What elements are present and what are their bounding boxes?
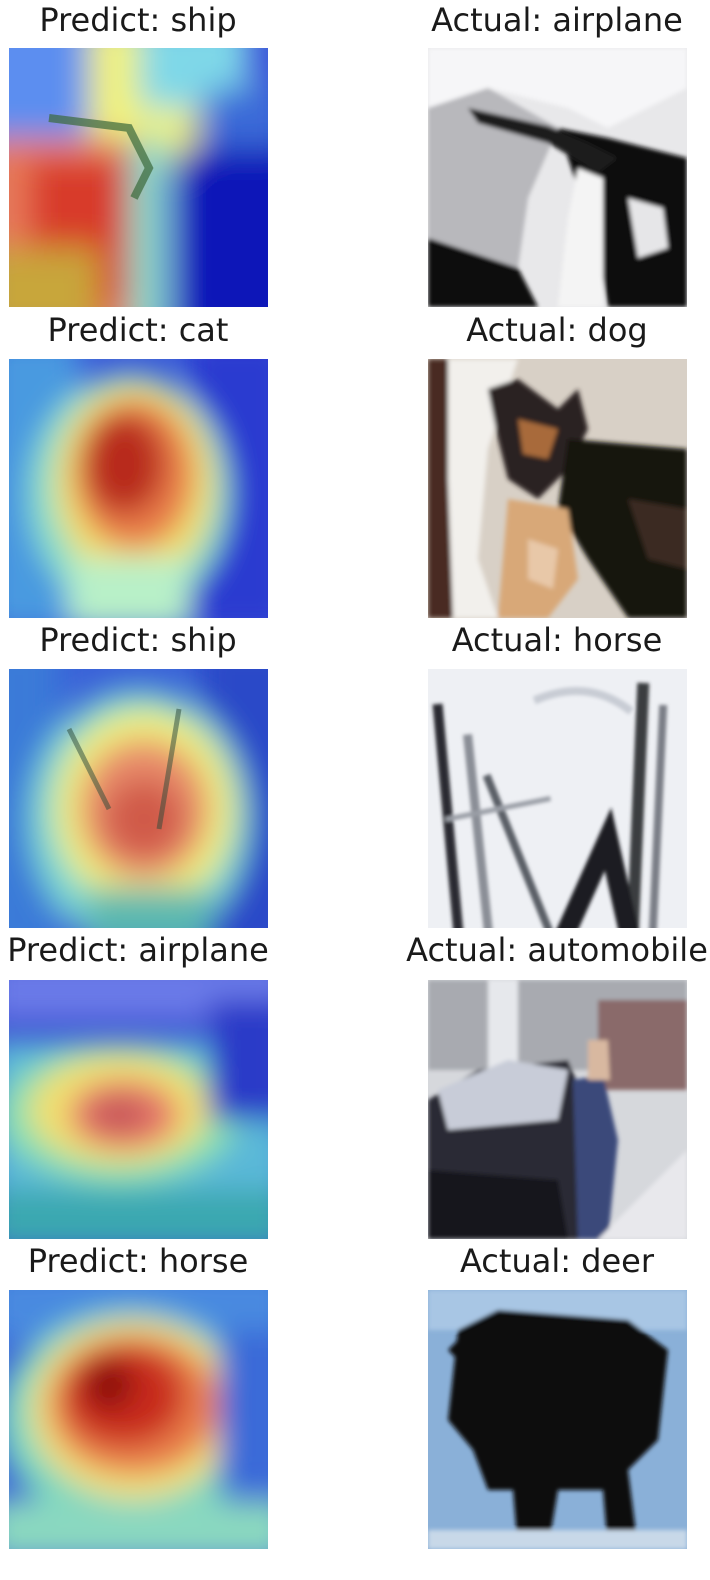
actual-title: Actual: airplane	[431, 1, 683, 39]
predict-title: Predict: horse	[27, 1242, 249, 1280]
predict-title: Predict: ship	[39, 621, 237, 659]
actual-title: Actual: automobile	[406, 931, 708, 969]
original-image	[428, 980, 687, 1239]
heatmap-image	[9, 669, 268, 928]
heatmap-image	[9, 48, 268, 307]
original-image	[428, 359, 687, 618]
predict-title: Predict: cat	[47, 311, 229, 349]
heatmap-image	[9, 980, 268, 1239]
heatmap-image	[9, 1290, 268, 1549]
actual-title: Actual: deer	[459, 1242, 655, 1280]
predict-title: Predict: airplane	[7, 931, 269, 969]
actual-title: Actual: dog	[466, 311, 648, 349]
predict-title: Predict: ship	[39, 1, 237, 39]
original-image	[428, 1290, 687, 1549]
heatmap-image	[9, 359, 268, 618]
original-image	[428, 669, 687, 928]
actual-title: Actual: horse	[451, 621, 663, 659]
original-image	[428, 48, 687, 307]
